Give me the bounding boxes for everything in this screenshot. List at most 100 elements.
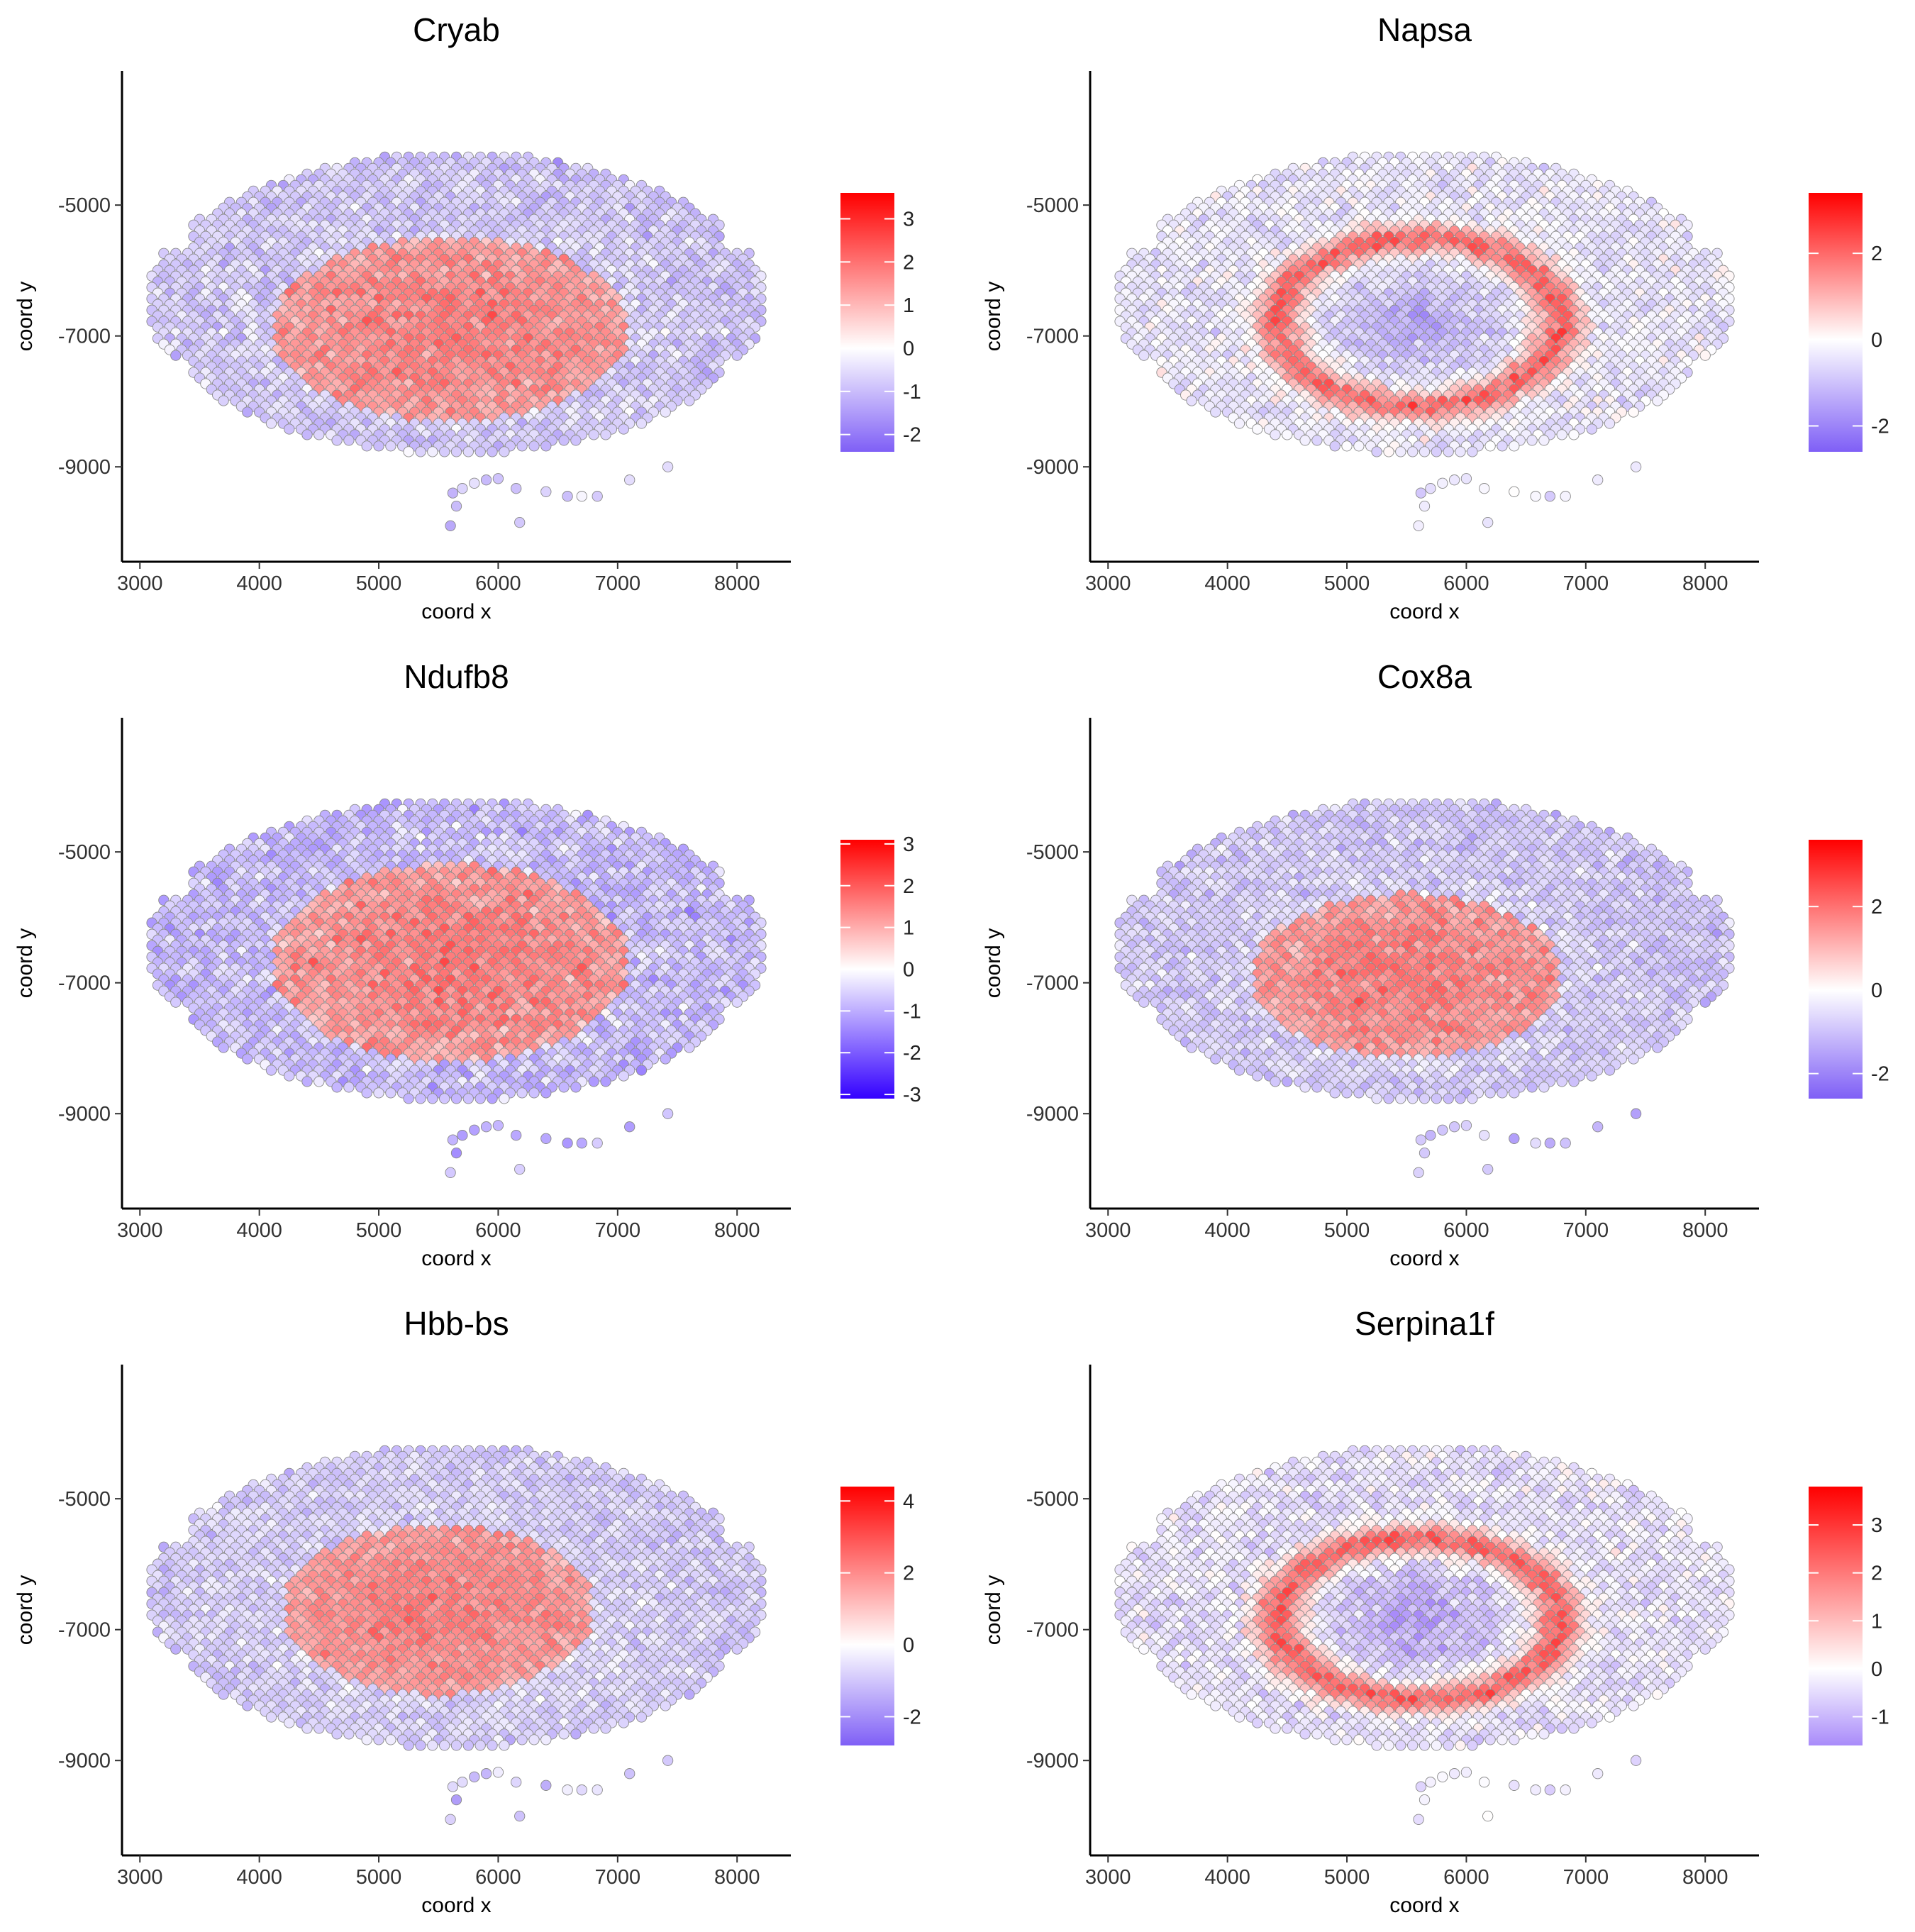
x-tick-label: 6000 [475, 572, 521, 595]
spot-point [1509, 487, 1519, 496]
spot-point [451, 447, 461, 457]
x-axis-title: coord x [421, 600, 491, 623]
colorbar-tick-label: 3 [903, 209, 914, 231]
spot-point [1449, 475, 1459, 485]
x-tick-label: 7000 [595, 572, 641, 595]
spot-point [1539, 435, 1549, 445]
x-tick-label: 5000 [356, 572, 402, 595]
spot-point [1587, 424, 1597, 434]
spot-point [243, 407, 252, 417]
spot-point [404, 447, 413, 457]
spot-point [1419, 501, 1429, 511]
spot-point [451, 501, 461, 511]
spot-point [1560, 492, 1570, 501]
x-tick-label: 6000 [475, 1219, 521, 1242]
spot-point [1628, 407, 1638, 417]
y-tick-label: -9000 [58, 456, 111, 479]
y-axis-title: coord y [982, 282, 1005, 351]
x-tick-label: 4000 [1204, 572, 1250, 595]
spot-point [1384, 447, 1394, 457]
spot-point [1282, 430, 1292, 440]
spot-point [266, 418, 276, 428]
spot-point [1416, 488, 1426, 498]
spot-point [314, 430, 324, 440]
spot-point [1527, 435, 1537, 445]
spot-point [625, 475, 635, 485]
spot-point [1312, 435, 1322, 445]
spot-point [517, 441, 527, 451]
spot-point [1234, 418, 1244, 428]
colorbar-tick-label: -1 [903, 381, 921, 404]
spot-point [457, 484, 467, 494]
y-tick-label: -9000 [58, 1103, 111, 1126]
x-tick-label: 7000 [595, 1219, 641, 1242]
spot-point [493, 474, 503, 484]
spot-point [662, 462, 672, 472]
spot-point [589, 430, 599, 440]
spot-point [1653, 396, 1663, 406]
spot-point [1461, 474, 1471, 484]
spots-layer [147, 799, 766, 1177]
spots-layer [1115, 152, 1734, 531]
spot-point [571, 435, 581, 445]
spot-point [562, 492, 572, 501]
y-tick-label: -5000 [58, 194, 111, 217]
spot-point [463, 447, 473, 457]
spot-point [1419, 447, 1429, 457]
spot-point [592, 492, 602, 501]
colorbar-tick-label: -2 [1871, 416, 1889, 438]
spot-point [475, 447, 485, 457]
spot-point [1187, 396, 1197, 406]
spot-point [499, 447, 509, 457]
spot-point [541, 441, 551, 451]
x-tick-label: 3000 [117, 1219, 163, 1242]
spot-point [1455, 447, 1465, 457]
spot-point [302, 430, 312, 440]
spot-point [1426, 484, 1436, 494]
spot-point [1483, 517, 1493, 527]
spots-layer [147, 152, 766, 531]
x-tick-label: 8000 [714, 572, 760, 595]
spot-point [1604, 418, 1614, 428]
spot-point [1467, 447, 1477, 457]
spot-point [445, 521, 455, 531]
spot-point [1509, 441, 1519, 451]
spot-point [1485, 441, 1495, 451]
x-tick-label: 5000 [1324, 572, 1370, 595]
spot-point [344, 435, 354, 445]
spot-point [284, 424, 294, 434]
y-tick-label: -7000 [1026, 326, 1079, 348]
spot-point [1545, 492, 1555, 501]
x-tick-label: 8000 [714, 1219, 760, 1242]
x-tick-label: 8000 [1682, 572, 1728, 595]
colorbar [840, 193, 894, 452]
y-tick-label: -5000 [1026, 194, 1079, 217]
spot-point [1354, 441, 1364, 451]
spot-point [1270, 430, 1280, 440]
y-tick-label: -5000 [58, 841, 111, 864]
colorbar-tick-label: 0 [903, 338, 914, 360]
x-tick-label: 4000 [236, 1219, 282, 1242]
spot-point [1372, 447, 1382, 457]
colorbar-tick-label: 1 [903, 294, 914, 317]
spot-point [1139, 350, 1149, 360]
y-tick-label: -7000 [58, 326, 111, 348]
spot-point [559, 435, 569, 445]
spot-point [218, 396, 228, 406]
spot-point [1593, 475, 1603, 485]
spot-point [487, 447, 497, 457]
spot-point [1253, 424, 1262, 434]
spot-point [541, 487, 551, 496]
spot-point [636, 418, 646, 428]
spot-point [577, 492, 587, 501]
spot-point [1557, 430, 1567, 440]
spot-point [1497, 441, 1507, 451]
spot-point [1700, 350, 1710, 360]
spot-point [732, 350, 742, 360]
spot-point [1431, 447, 1441, 457]
